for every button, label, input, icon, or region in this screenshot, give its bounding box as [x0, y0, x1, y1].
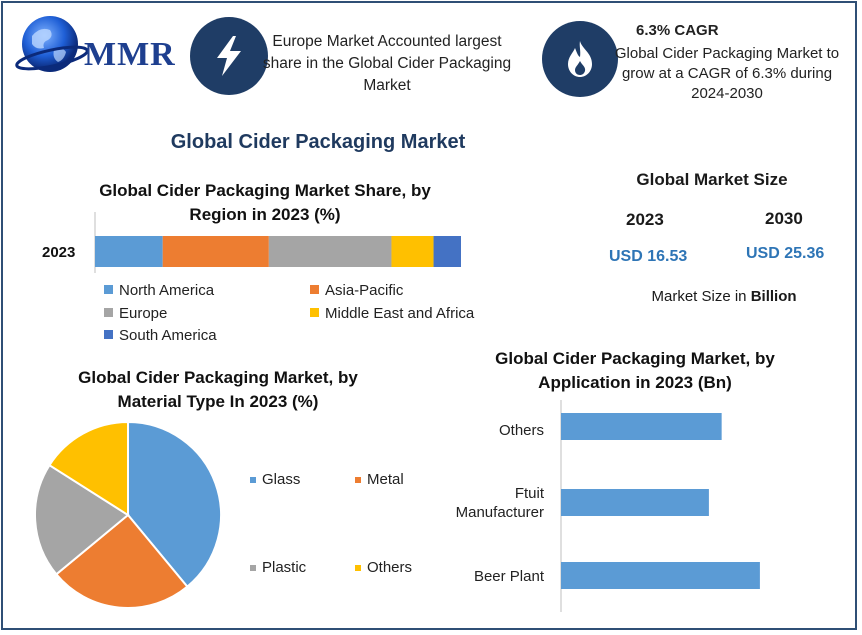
legend-label: North America — [119, 282, 215, 299]
year-2023: 2023 — [626, 210, 664, 229]
region-bar-segment — [95, 236, 163, 267]
category-label-line: Beer Plant — [473, 568, 544, 585]
legend-label: Others — [367, 559, 413, 576]
region-chart-title: Global Cider Packaging Market Share, by … — [99, 181, 431, 224]
legend-swatch — [104, 285, 113, 294]
year-2030: 2030 — [765, 209, 803, 228]
application-category-label: Beer Plant — [474, 567, 544, 586]
application-chart-title: Global Cider Packaging Market, by Applic… — [495, 349, 775, 392]
lightning-badge — [190, 17, 268, 95]
market-size-note-prefix: Market Size in — [651, 288, 751, 305]
legend-label: Plastic — [262, 559, 307, 576]
legend-swatch — [355, 477, 361, 483]
category-label-line: Ftuit — [514, 485, 544, 502]
region-legend-item: Middle East and Africa — [310, 305, 474, 322]
pie-legend-item: Others — [355, 559, 412, 576]
legend-swatch — [104, 330, 113, 339]
legend-swatch — [250, 477, 256, 483]
region-legend-item: North America — [104, 282, 214, 299]
legend-swatch — [310, 308, 319, 317]
market-size-2023: USD 16.53 — [609, 248, 688, 265]
logo-text: MMR — [84, 36, 176, 73]
region-legend-item: South America — [104, 327, 217, 344]
legend-label: Glass — [262, 471, 301, 488]
mmr-logo: MMR — [14, 10, 176, 80]
material-chart-title: Global Cider Packaging Market, by Materi… — [78, 368, 358, 411]
pie-slice — [54, 513, 189, 609]
region-category-label: 2023 — [42, 244, 75, 261]
region-bar-segment — [391, 236, 434, 267]
market-size-note: Market Size in Billion — [600, 288, 848, 305]
legend-label: South America — [119, 327, 217, 344]
legend-label: Asia-Pacific — [325, 282, 404, 299]
legend-swatch — [104, 308, 113, 317]
legend-swatch — [250, 565, 256, 571]
legend-label: Metal — [367, 471, 404, 488]
market-size-2030: USD 25.36 — [746, 245, 825, 262]
application-category-label: Others — [499, 421, 544, 440]
legend-label: Middle East and Africa — [325, 305, 475, 322]
cagr-title: 6.3% CAGR — [636, 22, 719, 39]
europe-highlight-text: Europe Market Accounted largest share in… — [262, 33, 512, 94]
pie-slice — [127, 420, 222, 589]
category-label-line: Others — [498, 422, 544, 439]
application-bar — [561, 489, 709, 516]
market-size-title: Global Market Size — [636, 170, 788, 189]
globe-icon — [15, 16, 89, 72]
region-bar-segment — [268, 236, 392, 267]
category-label-line: Manufacturer — [455, 504, 544, 521]
pie-legend-item: Glass — [250, 471, 300, 488]
cagr-text: Global Cider Packaging Market to grow at… — [614, 45, 840, 102]
market-size-note-unit: Billion — [750, 288, 797, 305]
application-category-label: Ftuit Manufacturer — [456, 484, 544, 522]
pie-slice — [48, 420, 129, 517]
region-legend-item: Europe — [104, 305, 167, 322]
region-bar-segment — [433, 236, 461, 267]
pie-legend-item: Metal — [355, 471, 404, 488]
pie-slice — [34, 463, 130, 576]
flame-icon — [568, 41, 592, 77]
pie-legend-item: Plastic — [250, 559, 306, 576]
flame-badge — [542, 21, 618, 97]
legend-label: Europe — [119, 305, 168, 322]
legend-swatch — [310, 285, 319, 294]
application-bar — [561, 562, 760, 589]
lightning-icon — [217, 36, 241, 76]
application-bar — [561, 413, 722, 440]
main-title: Global Cider Packaging Market — [170, 131, 466, 153]
region-bar-segment — [162, 236, 269, 267]
legend-swatch — [355, 565, 361, 571]
region-legend-item: Asia-Pacific — [310, 282, 403, 299]
